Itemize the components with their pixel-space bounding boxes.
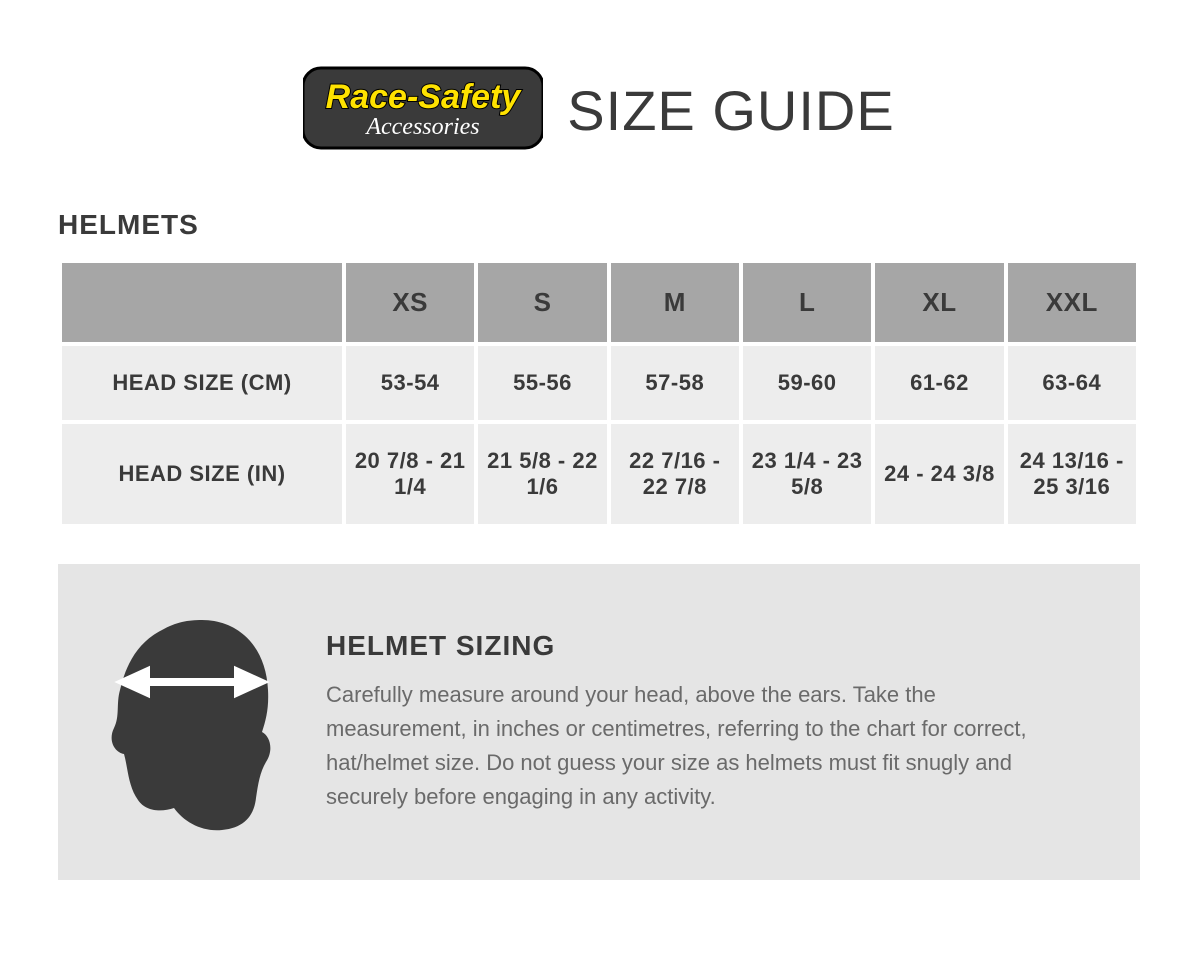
section-title-helmets: HELMETS [58, 209, 1140, 241]
cell: 24 - 24 3/8 [875, 424, 1003, 524]
table-header-row: XS S M L XL XXL [62, 263, 1136, 342]
cell: 55-56 [478, 346, 606, 420]
table-row: HEAD SIZE (CM) 53-54 55-56 57-58 59-60 6… [62, 346, 1136, 420]
helmet-sizing-panel: HELMET SIZING Carefully measure around y… [58, 564, 1140, 880]
brand-name-line1: Race-Safety [326, 78, 523, 116]
cell: 61-62 [875, 346, 1003, 420]
cell: 59-60 [743, 346, 871, 420]
cell: 57-58 [611, 346, 739, 420]
row-label-in: HEAD SIZE (IN) [62, 424, 342, 524]
info-heading: HELMET SIZING [326, 630, 1066, 662]
table-header-xxl: XXL [1008, 263, 1136, 342]
table-header-xs: XS [346, 263, 474, 342]
row-label-cm: HEAD SIZE (CM) [62, 346, 342, 420]
table-row: HEAD SIZE (IN) 20 7/8 - 21 1/4 21 5/8 - … [62, 424, 1136, 524]
brand-name-line2: Accessories [365, 114, 480, 140]
table-header-s: S [478, 263, 606, 342]
cell: 22 7/16 - 22 7/8 [611, 424, 739, 524]
table-header-m: M [611, 263, 739, 342]
cell: 21 5/8 - 22 1/6 [478, 424, 606, 524]
cell: 63-64 [1008, 346, 1136, 420]
table-header-xl: XL [875, 263, 1003, 342]
cell: 53-54 [346, 346, 474, 420]
cell: 24 13/16 - 25 3/16 [1008, 424, 1136, 524]
cell: 20 7/8 - 21 1/4 [346, 424, 474, 524]
helmet-size-table: XS S M L XL XXL HEAD SIZE (CM) 53-54 55-… [58, 259, 1140, 528]
helmet-sizing-text: HELMET SIZING Carefully measure around y… [326, 630, 1066, 814]
cell: 23 1/4 - 23 5/8 [743, 424, 871, 524]
table-header-blank [62, 263, 342, 342]
head-measure-icon [98, 612, 278, 832]
table-header-l: L [743, 263, 871, 342]
header: Race-Safety Accessories SIZE GUIDE [58, 62, 1140, 159]
info-body: Carefully measure around your head, abov… [326, 678, 1066, 814]
brand-logo: Race-Safety Accessories [303, 62, 543, 159]
page-title: SIZE GUIDE [567, 78, 894, 143]
